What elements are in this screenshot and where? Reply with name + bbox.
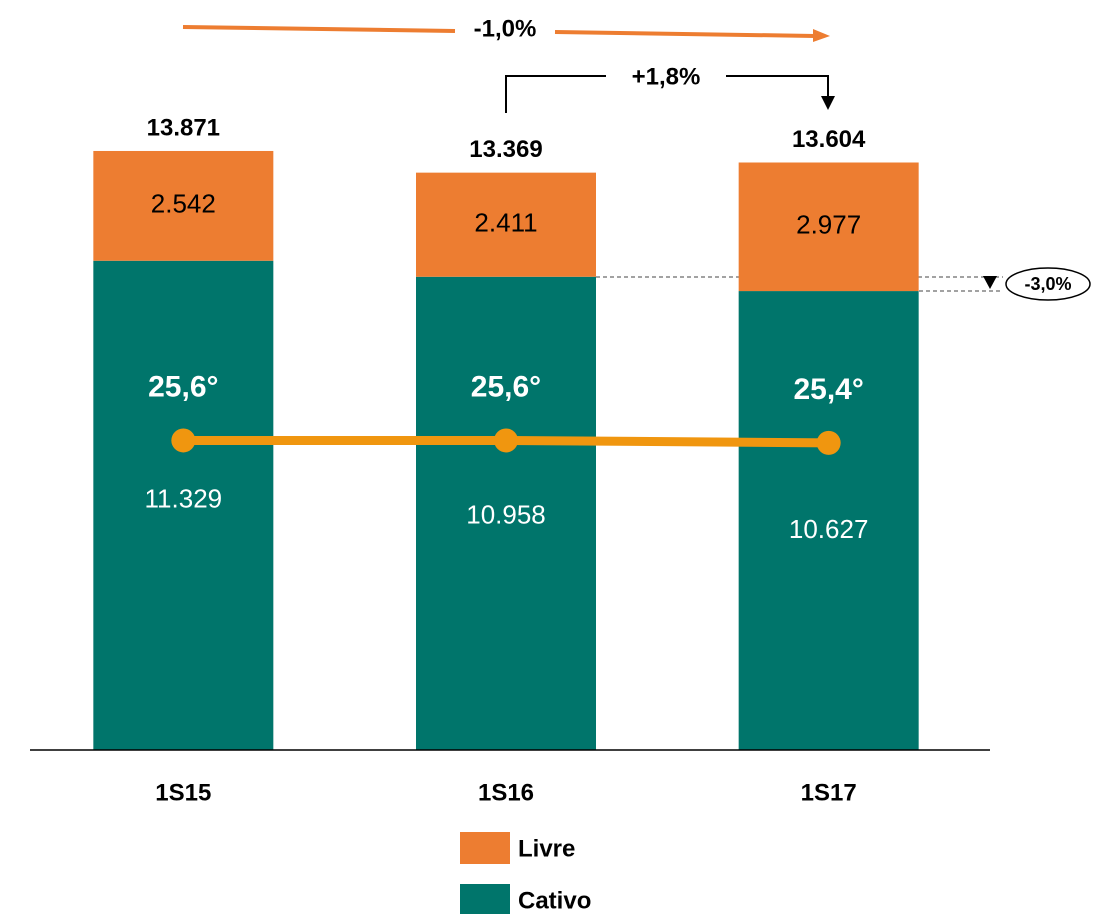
arrow-head (983, 276, 997, 289)
bar-segment (738, 162, 919, 292)
value-label: 10.627 (789, 514, 869, 544)
line-label: 25,6° (148, 370, 218, 403)
value-label: 2.542 (151, 189, 216, 219)
annotation: +1,8% (632, 63, 701, 90)
annotation: -1,0% (474, 15, 537, 42)
legend-swatch (460, 832, 510, 864)
line-point (171, 428, 196, 453)
value-label: 2.977 (796, 210, 861, 240)
line-label: 25,6° (471, 370, 541, 403)
line-point (494, 428, 518, 453)
bar-segment (93, 150, 274, 261)
trend-arrow (182, 25, 456, 33)
x-tick-label: 1S15 (155, 779, 211, 806)
arrow-head (821, 96, 835, 110)
value-label: 11.329 (145, 484, 223, 514)
total-label: 13.369 (469, 136, 542, 163)
x-tick-label: 1S17 (801, 779, 857, 806)
legend-swatch (460, 884, 510, 914)
total-label: 13.871 (147, 114, 220, 141)
bracket (505, 75, 606, 113)
total-label: 13.604 (792, 126, 866, 153)
legend-label: Livre (518, 835, 575, 862)
bracket (726, 75, 829, 98)
trend-arrow (554, 30, 816, 38)
line-point (816, 430, 841, 455)
value-label: 10.958 (466, 500, 546, 530)
bar-segment (416, 276, 596, 750)
bar-segment (93, 260, 274, 750)
x-tick-label: 1S16 (478, 779, 534, 806)
annotation-ellipse (1005, 267, 1091, 301)
annotation: -3,0% (1024, 274, 1071, 294)
value-label: 2.411 (474, 208, 537, 238)
bar-segment (416, 172, 596, 277)
annotations: -1,0% +1,8% -3,0% (182, 15, 1091, 301)
bar-segment (738, 291, 919, 750)
arrow-head (813, 29, 830, 42)
line-label: 25,4° (793, 373, 863, 406)
legend-label: Cativo (518, 887, 591, 914)
